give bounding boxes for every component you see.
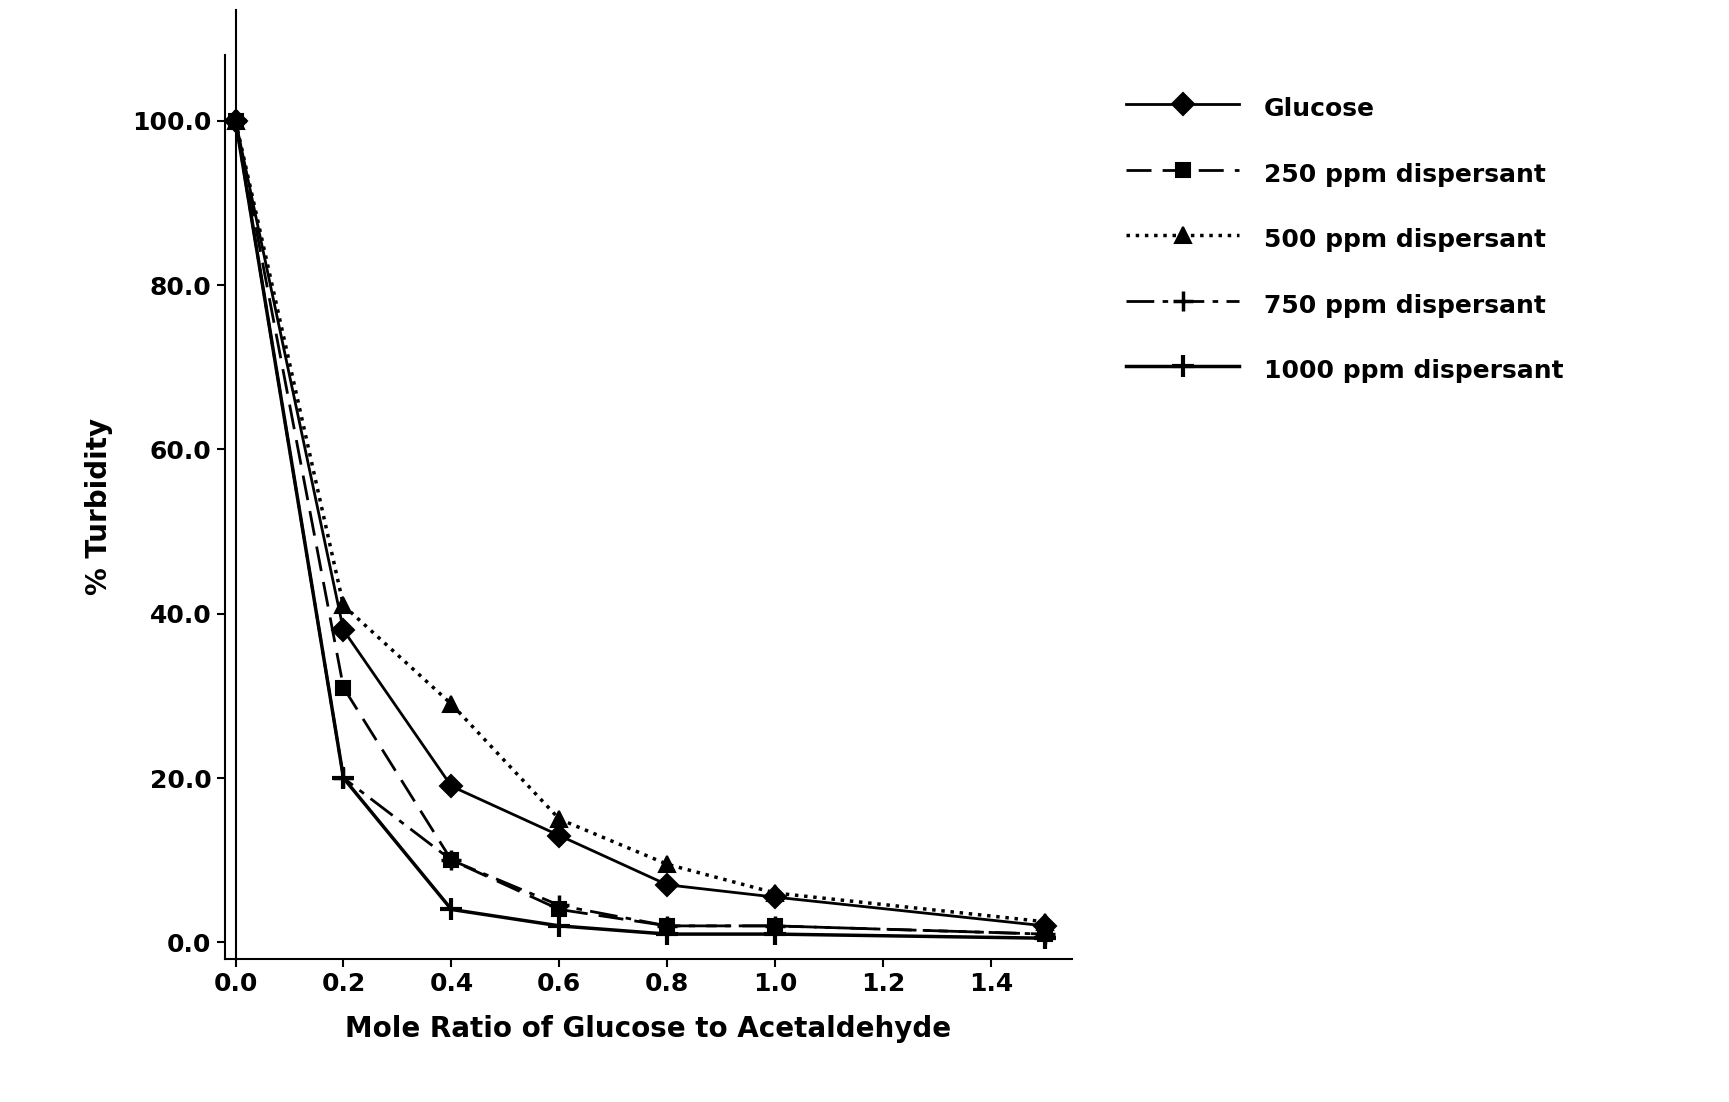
1000 ppm dispersant [334, 771, 354, 785]
Line: 1000 ppm dispersant: 1000 ppm dispersant [225, 110, 1056, 949]
750 ppm dispersant [764, 919, 785, 932]
500 ppm dispersant [225, 115, 246, 128]
1000 ppm dispersant [657, 928, 678, 941]
Glucose [1034, 919, 1055, 932]
750 ppm dispersant [225, 115, 246, 128]
500 ppm dispersant [334, 598, 354, 612]
X-axis label: Mole Ratio of Glucose to Acetaldehyde: Mole Ratio of Glucose to Acetaldehyde [346, 1015, 951, 1044]
500 ppm dispersant [550, 812, 571, 825]
750 ppm dispersant [441, 854, 462, 867]
1000 ppm dispersant [764, 928, 785, 941]
250 ppm dispersant [764, 919, 785, 932]
Glucose [441, 779, 462, 792]
250 ppm dispersant [441, 854, 462, 867]
Line: Glucose: Glucose [228, 114, 1053, 933]
750 ppm dispersant [334, 771, 354, 785]
250 ppm dispersant [1034, 928, 1055, 941]
Line: 750 ppm dispersant: 750 ppm dispersant [226, 111, 1055, 943]
1000 ppm dispersant [225, 115, 246, 128]
750 ppm dispersant [1034, 928, 1055, 941]
Glucose [657, 878, 678, 892]
Line: 500 ppm dispersant: 500 ppm dispersant [226, 112, 1053, 930]
250 ppm dispersant [550, 903, 571, 916]
Glucose [225, 115, 246, 128]
500 ppm dispersant [441, 698, 462, 711]
Glucose [334, 624, 354, 637]
750 ppm dispersant [657, 919, 678, 932]
1000 ppm dispersant [550, 919, 571, 932]
250 ppm dispersant [657, 919, 678, 932]
Glucose [550, 829, 571, 842]
500 ppm dispersant [657, 857, 678, 871]
250 ppm dispersant [225, 115, 246, 128]
Y-axis label: % Turbidity: % Turbidity [85, 419, 112, 595]
Line: 250 ppm dispersant: 250 ppm dispersant [228, 114, 1051, 941]
500 ppm dispersant [1034, 915, 1055, 928]
750 ppm dispersant [550, 899, 571, 912]
500 ppm dispersant [764, 886, 785, 899]
250 ppm dispersant [334, 681, 354, 694]
Legend: Glucose, 250 ppm dispersant, 500 ppm dispersant, 750 ppm dispersant, 1000 ppm di: Glucose, 250 ppm dispersant, 500 ppm dis… [1101, 67, 1589, 410]
1000 ppm dispersant [441, 903, 462, 916]
1000 ppm dispersant [1034, 931, 1055, 944]
Glucose [764, 890, 785, 904]
